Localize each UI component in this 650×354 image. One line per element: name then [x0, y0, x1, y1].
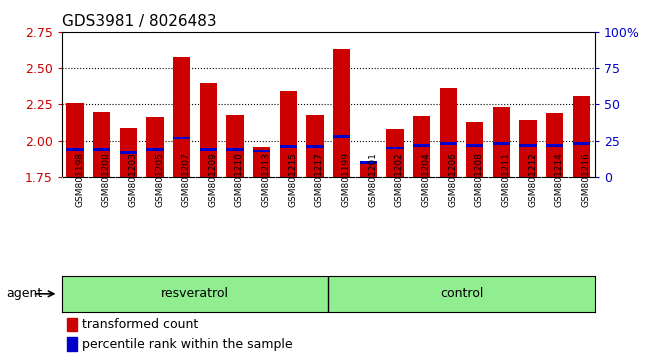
Bar	[146, 148, 164, 151]
Bar	[386, 147, 404, 149]
Bar	[200, 148, 217, 151]
Bar	[280, 145, 297, 148]
Bar	[493, 107, 510, 177]
Bar	[333, 135, 350, 138]
Text: GSM801211: GSM801211	[502, 153, 510, 207]
Text: GSM801210: GSM801210	[235, 153, 244, 207]
Bar	[386, 129, 404, 177]
Bar	[466, 144, 484, 147]
Text: GSM801209: GSM801209	[208, 153, 217, 207]
Bar	[306, 145, 324, 148]
Text: resveratrol: resveratrol	[161, 287, 229, 300]
Bar	[546, 113, 564, 177]
Bar	[120, 151, 137, 154]
Text: control: control	[440, 287, 483, 300]
Text: GSM801203: GSM801203	[129, 153, 137, 207]
Text: GSM801216: GSM801216	[582, 153, 590, 207]
Text: GSM801217: GSM801217	[315, 153, 324, 207]
Bar	[333, 49, 350, 177]
Bar	[413, 116, 430, 177]
Bar	[173, 57, 190, 177]
Bar	[519, 120, 537, 177]
Bar	[173, 137, 190, 139]
Text: GSM801208: GSM801208	[474, 153, 484, 207]
Bar	[466, 122, 484, 177]
Text: GSM801213: GSM801213	[261, 153, 270, 207]
Bar	[519, 144, 537, 147]
Bar	[93, 148, 110, 151]
Text: GSM801201: GSM801201	[368, 153, 377, 207]
Bar	[280, 91, 297, 177]
Bar	[66, 103, 84, 177]
Bar	[67, 318, 77, 331]
Bar	[93, 112, 110, 177]
Text: GSM801206: GSM801206	[448, 153, 457, 207]
Text: percentile rank within the sample: percentile rank within the sample	[82, 338, 292, 351]
Bar	[253, 150, 270, 152]
Bar	[67, 337, 77, 351]
Bar	[573, 96, 590, 177]
Bar	[359, 161, 377, 164]
Bar	[146, 118, 164, 177]
Bar	[66, 148, 84, 151]
Text: GSM801205: GSM801205	[155, 153, 164, 207]
Text: agent: agent	[6, 287, 43, 300]
Text: GSM801207: GSM801207	[182, 153, 190, 207]
Text: GSM801214: GSM801214	[555, 153, 564, 207]
Bar	[226, 115, 244, 177]
Bar	[573, 142, 590, 145]
Text: GDS3981 / 8026483: GDS3981 / 8026483	[62, 14, 216, 29]
Bar	[546, 144, 564, 147]
Bar	[439, 88, 457, 177]
Bar	[413, 144, 430, 147]
Text: transformed count: transformed count	[82, 318, 198, 331]
Bar	[306, 115, 324, 177]
Bar	[200, 82, 217, 177]
Bar	[439, 142, 457, 145]
Bar	[493, 142, 510, 145]
Text: GSM801212: GSM801212	[528, 153, 537, 207]
Text: GSM801199: GSM801199	[342, 153, 350, 207]
Bar	[120, 128, 137, 177]
Bar	[359, 162, 377, 177]
Text: GSM801202: GSM801202	[395, 153, 404, 207]
Bar	[226, 148, 244, 151]
Bar	[253, 147, 270, 177]
Text: GSM801198: GSM801198	[75, 153, 84, 207]
Text: GSM801200: GSM801200	[101, 153, 111, 207]
Text: GSM801215: GSM801215	[289, 153, 297, 207]
Text: GSM801204: GSM801204	[422, 153, 430, 207]
